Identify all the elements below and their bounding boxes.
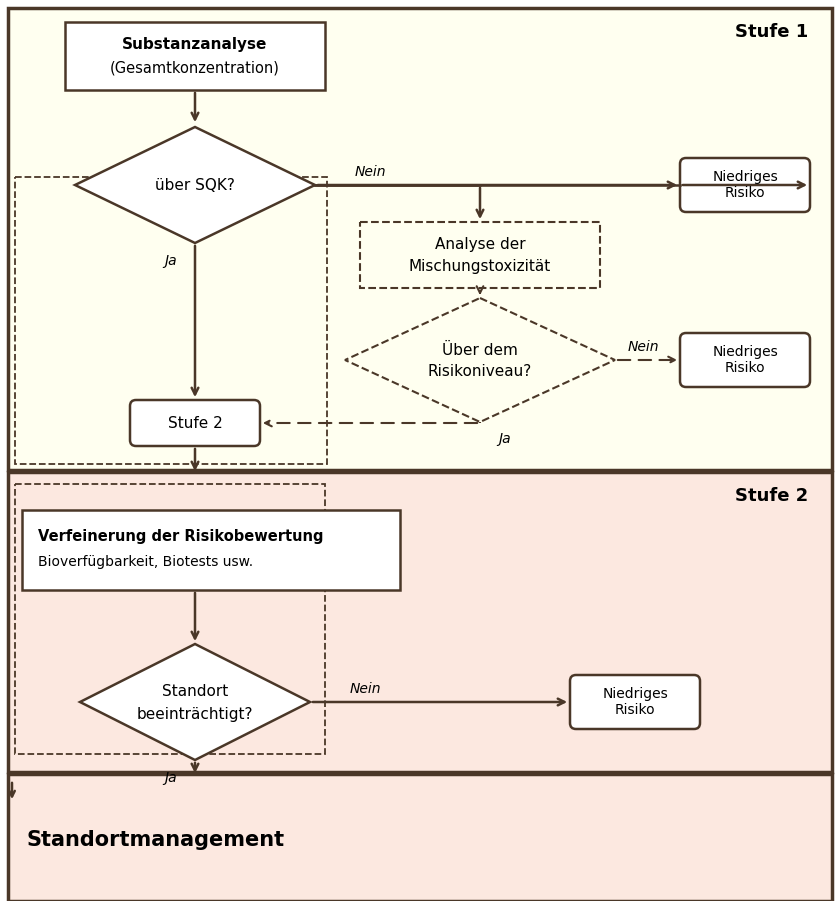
- Text: über SQK?: über SQK?: [155, 177, 235, 193]
- Text: Niedriges
Risiko: Niedriges Risiko: [712, 345, 778, 375]
- Text: Verfeinerung der Risikobewertung: Verfeinerung der Risikobewertung: [38, 529, 323, 543]
- FancyBboxPatch shape: [680, 333, 810, 387]
- Text: Substanzanalyse: Substanzanalyse: [123, 37, 268, 51]
- FancyBboxPatch shape: [65, 22, 325, 90]
- Text: Nein: Nein: [627, 340, 659, 354]
- Text: Ja: Ja: [165, 254, 177, 268]
- Text: Niedriges
Risiko: Niedriges Risiko: [712, 170, 778, 200]
- FancyBboxPatch shape: [680, 158, 810, 212]
- Text: Bioverfügbarkeit, Biotests usw.: Bioverfügbarkeit, Biotests usw.: [38, 555, 253, 569]
- Text: Analyse der: Analyse der: [434, 236, 525, 251]
- Text: Nein: Nein: [349, 682, 381, 696]
- Text: Niedriges
Risiko: Niedriges Risiko: [602, 687, 668, 717]
- Polygon shape: [345, 298, 615, 422]
- FancyBboxPatch shape: [8, 774, 832, 901]
- Text: Standortmanagement: Standortmanagement: [26, 830, 284, 850]
- Text: beeinträchtigt?: beeinträchtigt?: [137, 706, 253, 722]
- Text: Stufe 2: Stufe 2: [735, 487, 808, 505]
- Text: Ja: Ja: [165, 771, 177, 785]
- Text: Ja: Ja: [498, 432, 511, 446]
- FancyBboxPatch shape: [8, 472, 832, 772]
- FancyBboxPatch shape: [570, 675, 700, 729]
- FancyBboxPatch shape: [130, 400, 260, 446]
- Text: (Gesamtkonzentration): (Gesamtkonzentration): [110, 60, 280, 76]
- Polygon shape: [80, 644, 310, 760]
- Text: Standort: Standort: [162, 685, 228, 699]
- FancyBboxPatch shape: [8, 8, 832, 470]
- FancyBboxPatch shape: [360, 222, 600, 288]
- Text: Risikoniveau?: Risikoniveau?: [428, 365, 532, 379]
- Text: Mischungstoxizität: Mischungstoxizität: [409, 259, 551, 274]
- Text: Stufe 2: Stufe 2: [168, 415, 223, 431]
- Text: Über dem: Über dem: [442, 342, 518, 358]
- Polygon shape: [75, 127, 315, 243]
- FancyBboxPatch shape: [22, 510, 400, 590]
- Text: Stufe 1: Stufe 1: [735, 23, 808, 41]
- Text: Nein: Nein: [354, 165, 386, 179]
